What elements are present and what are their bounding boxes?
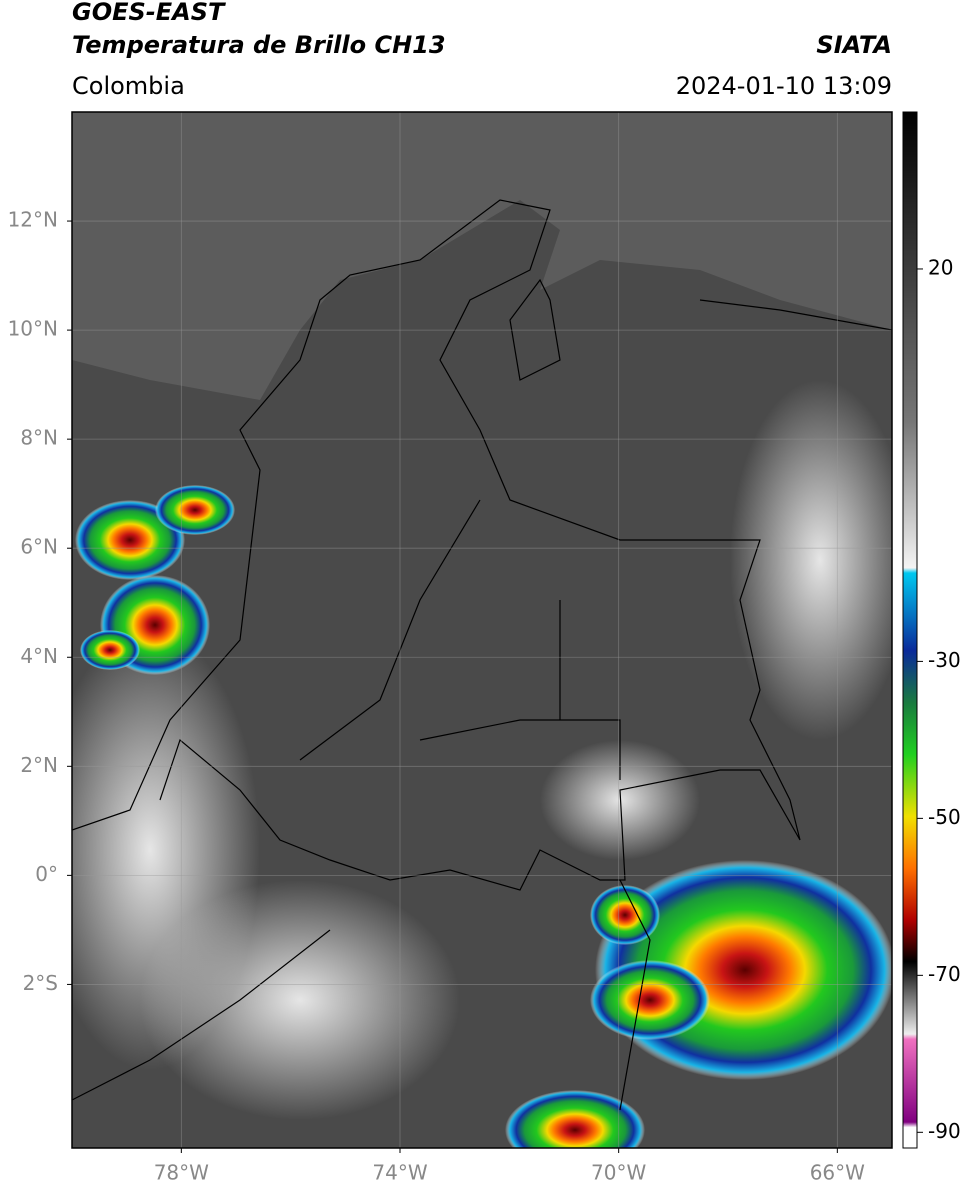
- storm-cell: [75, 500, 185, 580]
- lat-label: 10°N: [8, 317, 58, 341]
- lat-label: 8°N: [20, 426, 58, 450]
- source: SIATA: [816, 31, 892, 59]
- subtitle: Temperatura de Brillo CH13: [72, 31, 446, 59]
- satellite-image: [72, 112, 892, 1148]
- cloud: [140, 880, 460, 1120]
- lon-label: 74°W: [372, 1161, 427, 1185]
- graticule: [67, 112, 892, 1153]
- lon-label: 70°W: [591, 1161, 646, 1185]
- country-border: [72, 199, 801, 891]
- storm-cell: [590, 885, 660, 945]
- coastline: [509, 278, 892, 381]
- lon-label: 66°W: [810, 1161, 865, 1185]
- colorbar-label: -30: [928, 648, 961, 672]
- admin-border: [72, 499, 651, 1111]
- storm-cell: [155, 485, 235, 535]
- cloud: [730, 380, 892, 740]
- title: GOES-EAST: [72, 0, 226, 26]
- storm-cell: [590, 960, 710, 1040]
- lat-label: 4°N: [20, 644, 58, 668]
- lat-label: 2°N: [20, 753, 58, 777]
- lat-label: 2°S: [23, 971, 58, 995]
- colorbar-label: -90: [928, 1119, 961, 1143]
- lat-label: 0°: [35, 862, 58, 886]
- region: Colombia: [72, 72, 185, 100]
- colorbar: [902, 111, 918, 1149]
- lat-label: 12°N: [8, 208, 58, 232]
- colorbar-label: -70: [928, 962, 961, 986]
- lat-label: 6°N: [20, 535, 58, 559]
- storm-cell: [80, 630, 140, 670]
- colorbar-ticks: [917, 268, 923, 1133]
- storm-cell: [505, 1090, 645, 1148]
- map-frame: [71, 111, 893, 1149]
- colorbar-label: 20: [928, 255, 953, 279]
- colorbar-label: -50: [928, 805, 961, 829]
- lon-label: 78°W: [154, 1161, 209, 1185]
- timestamp: 2024-01-10 13:09: [676, 72, 892, 100]
